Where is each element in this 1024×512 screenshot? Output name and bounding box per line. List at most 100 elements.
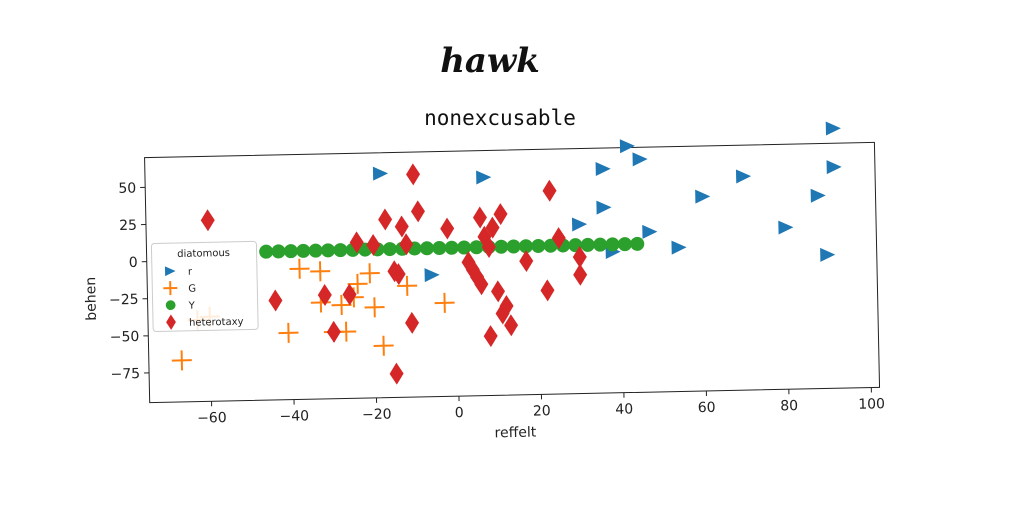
data-point <box>271 244 286 259</box>
y-axis-label: behen <box>83 277 100 321</box>
data-point <box>476 170 492 185</box>
x-tick-label: −60 <box>197 410 227 427</box>
data-point <box>366 233 381 256</box>
data-point <box>619 139 635 154</box>
data-point <box>364 297 385 318</box>
data-point <box>542 179 557 202</box>
x-tick-label: 40 <box>615 401 633 417</box>
data-point <box>440 217 455 240</box>
x-tick-label: 100 <box>858 396 885 413</box>
x-tick-label: 20 <box>533 403 551 419</box>
chart-title: nonexcusable <box>424 106 576 130</box>
series-Y <box>259 236 645 259</box>
data-point <box>573 263 588 286</box>
data-point <box>519 250 534 273</box>
data-point <box>632 152 648 167</box>
data-point <box>469 240 484 255</box>
data-point <box>483 325 498 348</box>
data-point <box>630 236 645 251</box>
data-point <box>333 243 348 258</box>
data-point <box>394 215 409 238</box>
y-tick-label: 50 <box>118 181 136 197</box>
data-point <box>457 240 472 255</box>
legend-marker <box>165 300 176 311</box>
data-point <box>310 261 331 282</box>
data-point <box>735 169 752 184</box>
data-point <box>268 289 283 312</box>
data-point <box>695 189 711 204</box>
data-point <box>617 237 632 252</box>
data-point <box>321 243 336 258</box>
data-point <box>580 237 595 252</box>
y-tick-label: −75 <box>110 366 140 383</box>
data-point <box>259 244 274 259</box>
legend-marker <box>163 281 178 296</box>
data-point <box>571 217 588 232</box>
x-axis-label: reffelt <box>494 425 537 442</box>
data-point <box>349 231 364 254</box>
series-r <box>372 121 842 283</box>
data-point <box>540 279 555 302</box>
data-point <box>359 263 380 284</box>
data-point <box>778 220 794 235</box>
data-point <box>326 320 341 343</box>
data-point <box>382 242 397 257</box>
data-point <box>342 283 357 306</box>
data-point <box>531 238 546 253</box>
data-point <box>405 311 420 334</box>
data-point <box>551 227 566 250</box>
legend-marker <box>164 266 176 277</box>
data-point <box>499 295 514 318</box>
legend-frame <box>150 240 259 332</box>
data-point <box>399 233 414 256</box>
data-point <box>596 200 612 215</box>
handwritten-title: hawk <box>440 41 540 81</box>
y-tick-label: −50 <box>110 329 140 346</box>
series-heterotaxy <box>200 163 588 385</box>
data-point <box>419 241 434 256</box>
chart-marks <box>171 121 842 385</box>
data-point <box>504 314 519 337</box>
data-point <box>289 258 310 279</box>
data-point <box>432 241 447 256</box>
data-point <box>278 322 299 343</box>
axis-ticks: −60 −40 −20 0 20 40 60 80 100 50 25 0 −25 −50 −75 <box>109 181 885 427</box>
data-point <box>317 283 332 306</box>
data-point <box>485 216 500 239</box>
data-point <box>495 302 510 325</box>
data-point <box>283 244 298 259</box>
data-point <box>826 160 842 175</box>
data-point <box>434 292 455 313</box>
data-point <box>397 275 418 296</box>
y-tick-label: 0 <box>129 255 138 271</box>
data-point <box>373 335 394 356</box>
data-point <box>810 188 826 203</box>
data-point <box>518 239 533 254</box>
data-point <box>296 243 311 258</box>
y-tick-label: −25 <box>109 292 139 309</box>
legend-title: diatomous <box>177 248 230 260</box>
data-point <box>391 263 406 286</box>
data-point <box>572 245 587 268</box>
data-point <box>472 206 487 229</box>
legend-label: Y <box>188 301 196 312</box>
data-point <box>543 238 558 253</box>
data-point <box>605 237 620 252</box>
data-point <box>200 209 215 232</box>
x-tick-label: 80 <box>780 398 798 414</box>
data-point <box>825 121 841 136</box>
data-point <box>506 239 521 254</box>
data-point <box>820 247 836 262</box>
data-point <box>593 237 608 252</box>
x-tick-label: −20 <box>362 407 392 424</box>
data-point <box>331 295 352 316</box>
data-point <box>347 273 368 294</box>
data-point <box>171 350 192 371</box>
data-point <box>481 235 496 258</box>
legend-label: r <box>188 267 193 278</box>
plot-area-frame <box>144 141 881 404</box>
data-point <box>491 280 506 303</box>
data-point <box>372 166 389 181</box>
